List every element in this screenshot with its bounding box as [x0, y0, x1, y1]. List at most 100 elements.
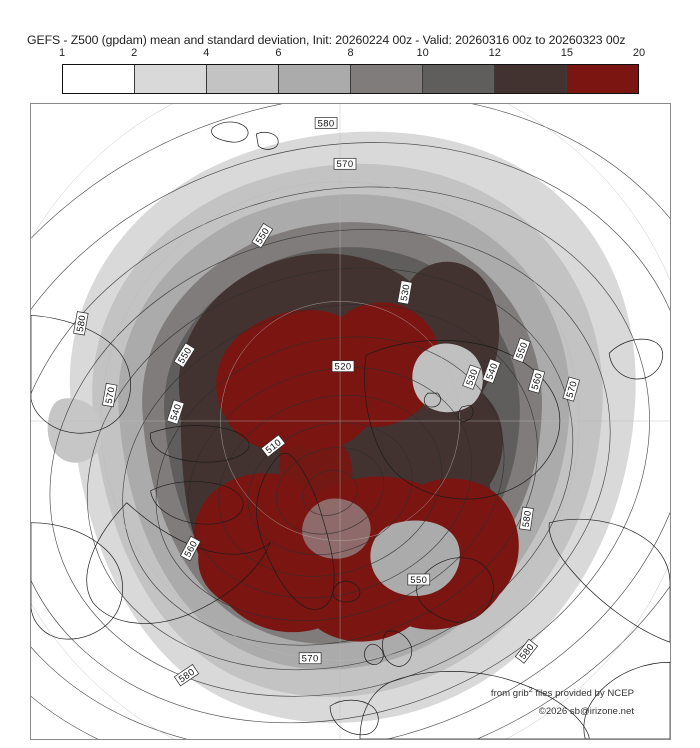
- page-title: GEFS - Z500 (gpdam) mean and standard de…: [27, 33, 626, 47]
- stddev-band-15-20-south-lobe: [194, 473, 519, 642]
- colorbar-segment-12-15: [494, 65, 566, 93]
- colorbar-tick-3: 6: [275, 47, 282, 59]
- coastline-canada-arctic: [150, 481, 244, 525]
- colorbar-segment-4-6: [206, 65, 278, 93]
- contour-label-530-20: 530: [397, 280, 413, 305]
- contour-label-570-17: 570: [562, 376, 581, 402]
- contour-label-text: 520: [335, 362, 352, 373]
- contour-label-box: [331, 360, 355, 373]
- coastline-island-svalbard: [423, 392, 441, 408]
- colorbar-tick-7: 15: [560, 47, 573, 59]
- colorbar-tick-8: 20: [632, 47, 646, 59]
- coastline-island-top: [211, 121, 249, 143]
- data-source-credit: from grib2 files provided by NCEP: [491, 687, 634, 699]
- grib-version-superscript: 2: [528, 686, 533, 694]
- contour-label-text: 550: [514, 341, 530, 361]
- colorbar-tick-labels: 1 2 4 6 8 10 12 15 20: [50, 47, 651, 63]
- contour-label-box: [333, 157, 357, 170]
- contour-label-560-16: 560: [527, 368, 546, 394]
- contour-label-540-14: 540: [482, 358, 501, 384]
- colorbar-segment-6-8: [278, 65, 350, 93]
- contour-label-text: 560: [530, 372, 545, 391]
- contour-label-text: 530: [464, 368, 480, 388]
- contour-label-box: [173, 664, 200, 687]
- contour-label-box: [260, 434, 286, 458]
- contour-label-580-0: 580: [314, 117, 338, 129]
- contour-label-box: [482, 358, 501, 384]
- coastline-ireland: [364, 643, 384, 665]
- coastline-greenland: [256, 452, 335, 610]
- coastline-iceland: [332, 580, 361, 603]
- contour-label-box: [73, 311, 89, 336]
- contour-label-520-4: 520: [331, 360, 355, 373]
- contour-label-box: [462, 364, 481, 390]
- coastline-siberia: [364, 339, 561, 500]
- contour-label-box: [102, 382, 118, 408]
- contour-label-text: 580: [318, 118, 335, 129]
- coastline-island-top-2: [255, 131, 279, 150]
- contour-label-text: 540: [484, 362, 500, 382]
- contour-label-box: [519, 506, 534, 531]
- contour-label-540-12: 540: [166, 399, 185, 425]
- coastline-europe: [359, 671, 590, 739]
- contour-label-box: [514, 638, 539, 664]
- contour-label-text: 570: [104, 386, 118, 405]
- contour-label-570-1: 570: [333, 157, 357, 170]
- contour-label-box: [512, 337, 531, 363]
- map-panel: 580 570 550 550 520 510 560 550 570 580 580 570 540 5…: [30, 103, 671, 740]
- coastline-alaska: [150, 425, 250, 463]
- stddev-low-pocket-center: [302, 498, 371, 559]
- stddev-low-pocket-west: [47, 398, 104, 463]
- coastline-north-america-east: [31, 314, 131, 434]
- contour-label-text: 580: [521, 510, 534, 528]
- contour-label-box: [397, 280, 413, 305]
- stddev-low-pocket-northeast: [412, 343, 483, 413]
- contour-label-group: 5805705505505205105605505705805805705405…: [73, 117, 581, 687]
- contour-label-text: 530: [399, 283, 413, 302]
- contour-label-box: [314, 117, 338, 129]
- colorbar-segment-8-10: [350, 65, 422, 93]
- colorbar-tick-2: 4: [203, 47, 210, 59]
- contour-label-box: [562, 376, 581, 402]
- colorbar-segments: [62, 64, 639, 94]
- contour-label-box: [407, 573, 431, 586]
- contour-label-box: [173, 342, 196, 368]
- colorbar-tick-1: 2: [131, 47, 138, 59]
- colorbar: 1 2 4 6 8 10 12 15 20: [59, 47, 645, 94]
- contour-label-box: [298, 652, 322, 665]
- colorbar-segment-2-4: [134, 65, 206, 93]
- map-canvas: 5805705505505205105605505705805805705405…: [31, 104, 670, 739]
- contour-label-text: 570: [302, 654, 319, 665]
- contour-label-550-7: 550: [407, 573, 431, 586]
- contour-label-550-15: 550: [512, 337, 531, 363]
- contour-label-box: [251, 222, 274, 249]
- coastline-island-novaya: [457, 404, 474, 422]
- contour-label-text: 580: [75, 314, 89, 333]
- colorbar-tick-6: 12: [488, 47, 501, 59]
- contour-label-580-18: 580: [519, 506, 534, 531]
- source-prefix: from grib: [490, 688, 529, 699]
- contour-label-530-13: 530: [462, 364, 481, 390]
- coastline-british-isles: [382, 630, 413, 667]
- contour-label-text: 550: [410, 575, 427, 586]
- coastline-us-border: [31, 522, 123, 640]
- colorbar-segment-15-20: [566, 65, 638, 93]
- coastline-asia-east: [548, 518, 670, 643]
- contour-label-box: [180, 535, 201, 562]
- coastline-japan: [608, 338, 664, 380]
- colorbar-tick-5: 10: [416, 47, 429, 59]
- colorbar-tick-0: 1: [58, 47, 66, 59]
- copyright-credit: ©2026 sb@irizone.net: [538, 706, 634, 717]
- graticule: [31, 104, 670, 739]
- contour-label-580-10: 580: [73, 311, 89, 336]
- contour-label-text: 570: [337, 159, 354, 170]
- coastline-iberia: [329, 699, 379, 736]
- colorbar-segment-1-2: [63, 65, 134, 93]
- contour-label-box: [527, 368, 546, 394]
- contour-label-570-8: 570: [298, 652, 322, 665]
- contour-label-text: 540: [169, 403, 185, 423]
- colorbar-tick-4: 8: [347, 47, 354, 59]
- contour-label-text: 570: [565, 380, 580, 399]
- stddev-band-15-20-bridge: [279, 430, 353, 510]
